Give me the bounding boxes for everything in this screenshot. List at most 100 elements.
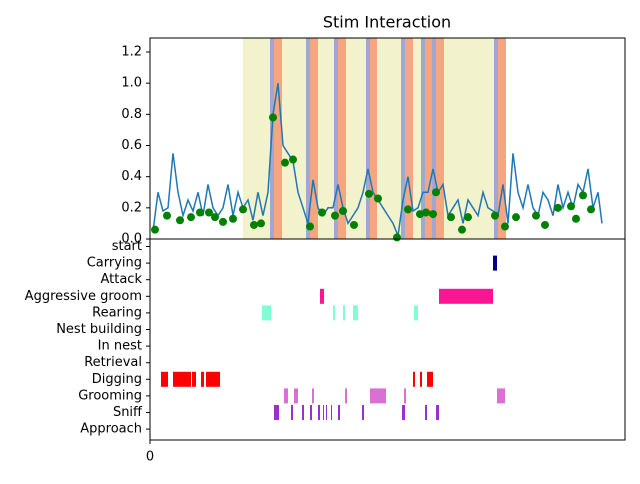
y-tick-label: Rearing: [92, 305, 142, 320]
shaded-span: [310, 38, 318, 239]
event-point: [416, 210, 424, 219]
y-tick-label: 0.2: [121, 200, 142, 215]
event-point: [176, 216, 184, 225]
behavior-event: [427, 371, 433, 387]
y-tick-label: 0.0: [121, 232, 142, 247]
y-tick-label: Nest building: [56, 322, 142, 337]
chart-title: Stim Interaction: [323, 13, 451, 32]
shaded-span: [401, 38, 405, 239]
event-point: [501, 222, 509, 231]
shaded-span: [498, 38, 506, 239]
event-point: [365, 189, 373, 198]
event-point: [404, 205, 412, 214]
shaded-span: [338, 38, 346, 239]
event-point: [331, 211, 339, 220]
behavior-event: [173, 371, 191, 387]
event-point: [393, 233, 401, 242]
behavior-event: [493, 255, 497, 271]
shaded-span: [421, 38, 425, 239]
behavior-event: [310, 405, 312, 420]
behavior-event: [402, 405, 405, 420]
behavior-event: [353, 305, 358, 321]
behavior-event: [192, 371, 196, 387]
shaded-span: [274, 38, 282, 239]
behavior-event: [497, 388, 503, 404]
behavior-event: [323, 405, 324, 420]
behavior-event: [320, 288, 324, 304]
behavior-event: [312, 388, 314, 404]
event-point: [587, 205, 595, 214]
event-point: [205, 208, 213, 217]
event-point: [257, 219, 265, 228]
event-point: [464, 213, 472, 222]
event-point: [350, 220, 358, 229]
y-tick-label: 1.2: [121, 45, 142, 60]
behavior-event: [206, 371, 220, 387]
top-axes: 0.0 0.2 0.4 0.6 0.8 1.0 1.2: [121, 38, 603, 247]
event-point: [229, 214, 237, 223]
shaded-span: [370, 38, 377, 239]
behavior-event: [326, 405, 327, 420]
event-point: [250, 220, 258, 229]
behavior-event: [439, 288, 493, 304]
event-point: [339, 206, 347, 215]
behavior-event: [331, 405, 332, 420]
shaded-span: [405, 38, 413, 239]
shaded-span: [334, 38, 338, 239]
y-tick-label: Aggressive groom: [25, 289, 142, 304]
behavior-event: [338, 405, 340, 420]
behavior-event: [362, 405, 364, 420]
event-point: [187, 213, 195, 222]
behavior-event: [291, 405, 293, 420]
event-point: [374, 194, 382, 203]
event-point: [163, 211, 171, 220]
event-point: [239, 205, 247, 214]
event-point: [196, 208, 204, 217]
behavior-event: [318, 405, 320, 420]
shaded-span: [425, 38, 432, 239]
event-point: [491, 211, 499, 220]
behavior-event: [404, 388, 406, 404]
shaded-span: [432, 38, 436, 239]
bottom-frame: [149, 238, 626, 441]
shaded-span: [494, 38, 498, 239]
event-point: [318, 208, 326, 217]
event-point: [541, 220, 549, 229]
y-tick-label: Approach: [80, 422, 142, 437]
x-tick-label: 0: [146, 450, 154, 465]
behavior-event: [370, 388, 386, 404]
behavior-event: [333, 305, 335, 321]
shaded-span: [306, 38, 310, 239]
event-point: [429, 210, 437, 219]
behavior-event: [284, 388, 288, 404]
behavior-event: [345, 388, 347, 404]
y-tick-label: 0.4: [121, 169, 142, 184]
event-point: [422, 208, 430, 217]
event-point: [432, 188, 440, 197]
event-point: [554, 203, 562, 212]
event-point: [269, 113, 277, 122]
behavior-event: [302, 405, 304, 420]
y-tick-label: 1.0: [121, 76, 142, 91]
y-tick-label: Grooming: [78, 388, 142, 403]
y-tick-label: In nest: [98, 339, 142, 354]
event-point: [219, 217, 227, 226]
behavior-event: [425, 405, 427, 420]
y-tick-label: Carrying: [87, 256, 142, 271]
event-point: [532, 211, 540, 220]
y-tick-label: 0.6: [121, 138, 142, 153]
behavior-event: [436, 405, 439, 420]
y-tick-label: Retrieval: [84, 355, 142, 370]
y-tick-label: Digging: [92, 372, 142, 387]
behavior-event: [414, 305, 418, 321]
event-point: [458, 225, 466, 234]
event-point: [572, 214, 580, 223]
shaded-span: [436, 38, 444, 239]
behavior-event: [420, 371, 422, 387]
behavior-event: [503, 388, 505, 404]
y-tick-label: Attack: [100, 272, 142, 287]
shaded-span: [366, 38, 370, 239]
event-point: [289, 155, 297, 164]
